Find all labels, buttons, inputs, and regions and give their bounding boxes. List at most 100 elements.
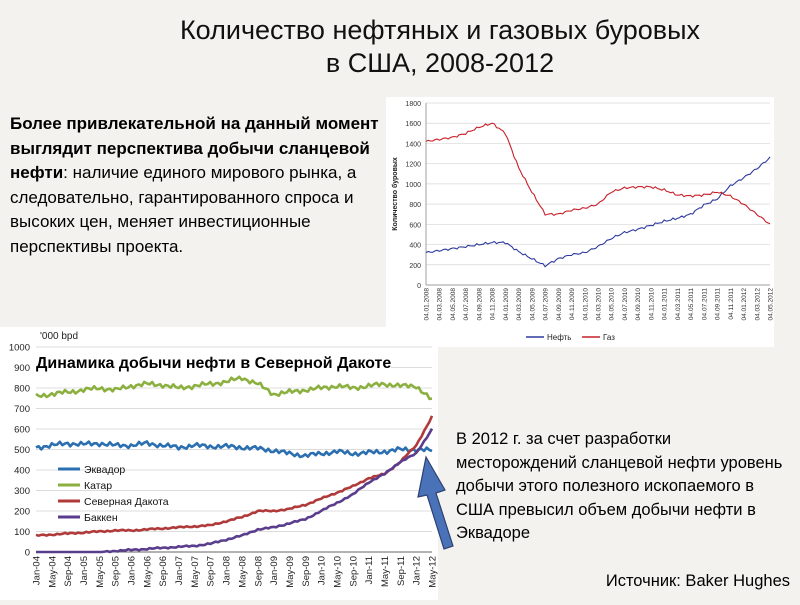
x-tick-label: May-10 (332, 556, 343, 588)
x-tick-label: 04.09.2011 (715, 288, 722, 320)
slide-title: Количество нефтяных и газовых буровых в … (95, 14, 785, 80)
y-tick-label: 1200 (405, 162, 421, 169)
arrow-annotation (417, 455, 454, 550)
up-arrow-icon (417, 455, 454, 550)
x-tick-label: May-08 (237, 556, 248, 588)
y-tick-label: 1800 (405, 101, 421, 108)
y-tick-label: 300 (14, 486, 30, 497)
x-tick-label: May-06 (142, 556, 153, 588)
y-tick-label: 1000 (405, 182, 421, 189)
y-tick-label: 600 (14, 425, 30, 436)
legend-label: Катар (84, 480, 112, 492)
x-tick-label: 04.03.2012 (754, 288, 761, 321)
legend-label: Газ (603, 333, 615, 342)
x-tick-label: Jan-05 (79, 556, 90, 585)
y-tick-label: 1400 (405, 141, 421, 148)
x-tick-label: Jan-10 (317, 556, 328, 585)
north-dakota-chart-svg: '000 bpd 0 100 200 300 400 500 600 700 800 900 1000… (9, 331, 439, 588)
x-tick-label: 04.01.2010 (582, 288, 589, 321)
x-tick-label: Sep-11 (396, 556, 407, 586)
x-tick-label: Sep-10 (348, 556, 359, 587)
legend-label: Эквадор (84, 464, 125, 476)
legend-label: Баккен (84, 512, 118, 524)
series-line (425, 122, 771, 225)
source-caption: Источник: Baker Hughes (605, 572, 790, 590)
series-line (425, 156, 771, 268)
y-tick-label: 800 (409, 202, 421, 209)
legend-label: Нефть (547, 333, 571, 342)
slide-title-line1: Количество нефтяных и газовых буровых (179, 15, 701, 45)
y-tick-label: 800 (14, 384, 30, 395)
x-tick-label: 04.03.2008 (437, 288, 444, 321)
x-tick-label: May-11 (380, 556, 391, 587)
series-line (35, 375, 433, 401)
units-label: '000 bpd (40, 331, 78, 342)
intro-rest: : наличие единого мирового рынка, а след… (10, 163, 357, 256)
y-tick-label: 1600 (405, 121, 421, 128)
y-tick-label: 1000 (9, 343, 30, 354)
y-axis-label: Количество буровых (391, 157, 399, 231)
series-line (36, 428, 434, 554)
x-tick-label: Jan-08 (222, 556, 233, 585)
x-tick-label: Jan-12 (412, 556, 423, 585)
x-tick-label: Sep-07 (206, 556, 217, 587)
series-line (35, 440, 433, 459)
x-tick-label: 04.01.2011 (662, 288, 669, 320)
x-tick-label: 04.09.2010 (635, 288, 642, 321)
x-tick-label: 04.03.2009 (516, 288, 523, 321)
intro-bold: Более привлекательной на данный момент в… (10, 114, 379, 182)
rig-count-chart: 0 200 400 600 800 1000 1200 1400 1600 1800 04.01.2… (386, 97, 775, 347)
y-tick-label: 900 (14, 363, 30, 374)
north-dakota-chart-title: Динамика добычи нефти в Северной Дакоте (36, 355, 392, 373)
x-tick-label: Sep-05 (111, 556, 122, 587)
x-tick-label: Sep-04 (63, 556, 74, 587)
x-tick-label: Jan-04 (32, 556, 43, 585)
x-tick-label: 04.01.2009 (503, 288, 510, 321)
x-tick-label: Sep-09 (301, 556, 312, 587)
y-tick-label: 200 (14, 507, 30, 518)
x-tick-label: 04.03.2010 (596, 288, 603, 321)
y-tick-label: 0 (417, 283, 421, 290)
y-tick-label: 600 (409, 222, 421, 229)
x-tick-label: May-04 (47, 556, 58, 588)
x-tick-label: 04.07.2008 (463, 288, 470, 321)
y-tick-label: 200 (409, 263, 421, 270)
x-tick-label: 04.05.2011 (688, 288, 695, 320)
x-tick-label: 04.11.2011 (728, 288, 735, 320)
x-tick-label: May-05 (95, 556, 106, 588)
slide-title-line2: в США, 2008-2012 (325, 48, 555, 78)
y-tick-label: 400 (14, 466, 30, 477)
x-tick-label: 04.11.2010 (648, 288, 655, 320)
x-tick-label: May-09 (285, 556, 296, 588)
series-line (35, 415, 434, 537)
x-tick-label: Jan-07 (174, 556, 185, 585)
x-tick-label: 04.07.2011 (701, 288, 708, 320)
x-tick-label: 04.07.2010 (622, 288, 629, 321)
y-tick-label: 0 (25, 548, 30, 559)
x-tick-label: 04.05.2008 (450, 288, 457, 321)
y-tick-label: 700 (14, 404, 30, 415)
annotation-note: В 2012 г. за счет разработки месторожден… (456, 430, 783, 542)
x-tick-label: 04.07.2009 (543, 288, 550, 321)
x-tick-label: Jan-09 (269, 556, 280, 585)
x-tick-label: 04.05.2010 (609, 288, 616, 321)
x-tick-label: 04.11.2008 (490, 288, 497, 320)
x-tick-label: 04.09.2008 (476, 288, 483, 321)
x-tick-label: 04.05.2012 (768, 288, 775, 321)
x-tick-label: 04.09.2009 (556, 288, 563, 321)
x-tick-label: May-07 (190, 556, 201, 588)
x-tick-label: 04.01.2012 (741, 288, 748, 321)
y-tick-label: 500 (14, 445, 30, 456)
legend-label: Северная Дакота (84, 496, 169, 508)
intro-text: Более привлекательной на данный момент в… (10, 112, 380, 259)
x-tick-label: 04.01.2008 (424, 288, 431, 321)
x-tick-label: Jan-11 (364, 556, 375, 584)
x-tick-label: 04.05.2009 (529, 288, 536, 321)
x-tick-label: Jan-06 (127, 556, 138, 585)
x-tick-label: 04.11.2009 (569, 288, 576, 320)
x-tick-label: Sep-08 (253, 556, 264, 587)
x-tick-label: 04.03.2011 (675, 288, 682, 320)
y-tick-label: 100 (14, 527, 30, 538)
rig-count-chart-svg: 0 200 400 600 800 1000 1200 1400 1600 1800 04.01.2… (391, 101, 775, 342)
y-tick-label: 400 (409, 243, 421, 250)
